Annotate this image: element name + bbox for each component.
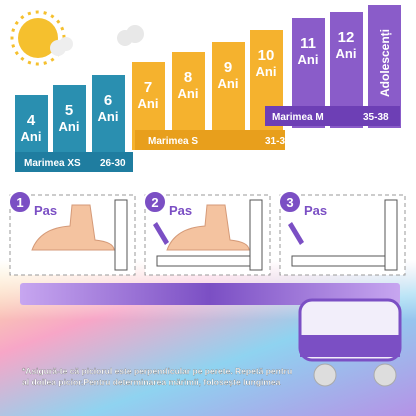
step-number: 3 — [286, 195, 293, 210]
size-range: 31-34 — [265, 136, 291, 147]
step-badge — [278, 190, 302, 214]
step-number: 1 — [16, 195, 23, 210]
age-number: 8 — [184, 69, 192, 86]
pencil — [288, 222, 304, 245]
size-label: Marimea S — [148, 136, 198, 147]
age-unit: Ani — [98, 109, 119, 124]
size-range: 26-30 — [100, 158, 126, 169]
step-label: Pas — [34, 203, 57, 218]
wall — [114, 199, 128, 271]
age-number: 4 — [27, 112, 36, 129]
decor-band — [20, 283, 400, 305]
age-unit: Ani — [298, 52, 319, 67]
step-badge — [143, 190, 167, 214]
size-label: Marimea M — [272, 112, 324, 123]
step-label: Pas — [169, 203, 192, 218]
wall — [384, 199, 398, 271]
foot — [166, 204, 250, 251]
size-band — [265, 106, 400, 126]
ruler — [156, 255, 251, 267]
steps: 1 Pas 2 Pas 3 Pas — [8, 190, 406, 276]
age-number: 6 — [104, 92, 112, 109]
step-badge — [8, 190, 32, 214]
size-band — [15, 152, 133, 172]
age-number: 12 — [338, 29, 355, 46]
wall — [249, 199, 263, 271]
age-unit: Ani — [256, 64, 277, 79]
age-unit: Ani — [138, 96, 159, 111]
step-label: Pas — [304, 203, 327, 218]
size-label: Marimea XS — [24, 158, 81, 169]
size-band — [135, 130, 285, 150]
age-unit: Ani — [218, 76, 239, 91]
step-number: 2 — [151, 195, 158, 210]
age-unit: Ani — [336, 46, 357, 61]
age-unit: Ani — [21, 129, 42, 144]
ruler — [291, 255, 386, 267]
note-line: *Asigură-te că piciorul este perpendicul… — [22, 366, 295, 387]
skate — [298, 298, 402, 387]
age-number: Adolescenți — [378, 29, 392, 97]
age-number: 5 — [65, 102, 73, 119]
age-number: 9 — [224, 59, 232, 76]
pencil — [153, 222, 169, 245]
age-number: 7 — [144, 79, 152, 96]
age-unit: Ani — [178, 86, 199, 101]
foot — [31, 204, 115, 251]
age-number: 11 — [300, 35, 316, 52]
sun — [10, 10, 144, 66]
age-unit: Ani — [59, 119, 80, 134]
size-range: 35-38 — [363, 112, 389, 123]
age-number: 10 — [258, 47, 275, 64]
